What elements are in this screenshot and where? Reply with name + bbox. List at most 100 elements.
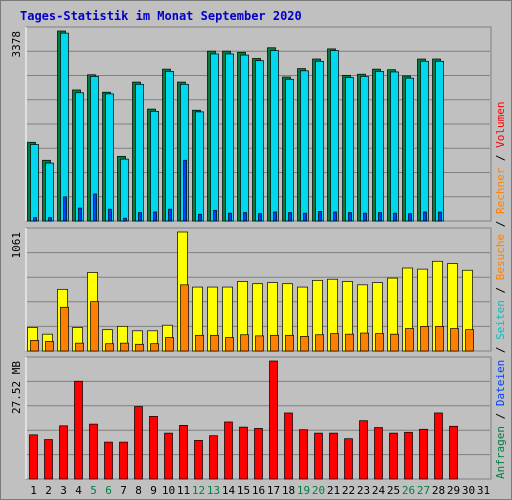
x-tick-label: 29 xyxy=(447,484,460,497)
legend-separator: / xyxy=(494,340,507,360)
bar-volumen-29 xyxy=(449,425,458,480)
bar-dateien-26 xyxy=(405,77,414,222)
bar-rechner-7 xyxy=(120,342,129,352)
bar-dateien-14 xyxy=(225,53,234,222)
bar-rechner-9 xyxy=(150,343,159,352)
bar-rechner-27 xyxy=(420,325,429,352)
bar-rechner-29 xyxy=(450,328,459,352)
legend-item-volumen: Volumen xyxy=(494,101,507,147)
ymax-label-middle: 1061 xyxy=(10,232,23,259)
bar-dateien-9 xyxy=(150,110,159,222)
x-tick-label: 11 xyxy=(177,484,190,497)
bar-seiten-10 xyxy=(168,208,172,222)
legend-separator: / xyxy=(494,214,507,234)
legend-item-besuche: Besuche xyxy=(494,234,507,280)
bar-volumen-3 xyxy=(59,425,68,480)
x-tick-label: 3 xyxy=(60,484,67,497)
bar-seiten-1 xyxy=(33,217,37,222)
right-legend: Anfragen / Dateien / Seiten / Besuche / … xyxy=(494,101,507,479)
bar-rechner-28 xyxy=(435,325,444,352)
bar-volumen-6 xyxy=(104,441,113,480)
x-tick-label: 4 xyxy=(75,484,82,497)
chart-title: Tages-Statistik im Monat September 2020 xyxy=(20,9,302,23)
bar-rechner-26 xyxy=(405,328,414,352)
x-tick-label: 7 xyxy=(120,484,127,497)
bar-dateien-22 xyxy=(345,77,354,222)
x-tick-label: 5 xyxy=(90,484,97,497)
bar-rechner-21 xyxy=(330,333,339,352)
bar-volumen-19 xyxy=(299,429,308,480)
bar-rechner-4 xyxy=(75,342,84,352)
bar-volumen-8 xyxy=(134,406,143,480)
x-tick-label: 25 xyxy=(387,484,400,497)
legend-separator: / xyxy=(494,280,507,300)
bar-dateien-1 xyxy=(30,144,39,222)
bar-dateien-28 xyxy=(435,60,444,222)
bar-volumen-16 xyxy=(254,428,263,480)
bar-volumen-26 xyxy=(404,431,413,480)
bar-volumen-9 xyxy=(149,416,158,480)
bar-seiten-12 xyxy=(198,213,202,222)
bar-rechner-12 xyxy=(195,334,204,352)
x-tick-label: 30 xyxy=(462,484,475,497)
x-tick-label: 15 xyxy=(237,484,250,497)
bar-rechner-1 xyxy=(30,339,39,352)
x-tick-label: 16 xyxy=(252,484,265,497)
x-tick-label: 27 xyxy=(417,484,430,497)
bar-volumen-1 xyxy=(29,434,38,480)
bar-seiten-7 xyxy=(123,217,127,222)
x-tick-label: 8 xyxy=(135,484,142,497)
bar-rechner-20 xyxy=(315,334,324,352)
bar-rechner-11 xyxy=(180,284,189,352)
x-tick-label: 2 xyxy=(45,484,52,497)
bar-seiten-2 xyxy=(48,217,52,222)
bar-volumen-28 xyxy=(434,412,443,480)
bar-seiten-11 xyxy=(183,159,187,222)
bar-rechner-16 xyxy=(255,335,264,352)
bar-volumen-11 xyxy=(179,425,188,480)
bar-seiten-16 xyxy=(258,213,262,222)
x-tick-label: 13 xyxy=(207,484,220,497)
bar-rechner-10 xyxy=(165,337,174,352)
bar-dateien-4 xyxy=(75,92,84,222)
x-tick-label: 23 xyxy=(357,484,370,497)
bar-volumen-17 xyxy=(269,360,278,480)
x-tick-label: 6 xyxy=(105,484,112,497)
bar-rechner-30 xyxy=(465,329,474,352)
bar-volumen-10 xyxy=(164,432,173,480)
bar-seiten-24 xyxy=(378,212,382,222)
x-tick-label: 18 xyxy=(282,484,295,497)
bar-volumen-18 xyxy=(284,412,293,480)
bar-rechner-5 xyxy=(90,301,99,352)
legend-item-dateien: Dateien xyxy=(494,360,507,406)
x-tick-label: 10 xyxy=(162,484,175,497)
bar-dateien-19 xyxy=(300,70,309,222)
bar-dateien-6 xyxy=(105,93,114,222)
bar-volumen-27 xyxy=(419,428,428,480)
bar-seiten-5 xyxy=(93,193,97,222)
bar-rechner-6 xyxy=(105,343,114,352)
bar-dateien-2 xyxy=(45,162,54,222)
x-tick-label: 17 xyxy=(267,484,280,497)
legend-separator: / xyxy=(494,148,507,168)
bar-dateien-21 xyxy=(330,50,339,222)
bar-rechner-2 xyxy=(45,341,54,352)
bar-seiten-28 xyxy=(438,211,442,222)
bar-rechner-13 xyxy=(210,334,219,352)
bar-dateien-18 xyxy=(285,78,294,222)
bar-dateien-17 xyxy=(270,50,279,222)
bar-dateien-23 xyxy=(360,76,369,222)
bar-volumen-5 xyxy=(89,423,98,480)
bar-volumen-14 xyxy=(224,421,233,480)
bar-seiten-9 xyxy=(153,211,157,222)
bar-volumen-12 xyxy=(194,440,203,480)
bar-volumen-23 xyxy=(359,420,368,480)
x-tick-label: 14 xyxy=(222,484,236,497)
bar-volumen-4 xyxy=(74,380,83,480)
legend-item-rechner: Rechner xyxy=(494,167,507,214)
bar-volumen-2 xyxy=(44,439,53,480)
x-tick-label: 19 xyxy=(297,484,310,497)
bar-seiten-21 xyxy=(333,211,337,222)
bar-rechner-19 xyxy=(300,336,309,352)
